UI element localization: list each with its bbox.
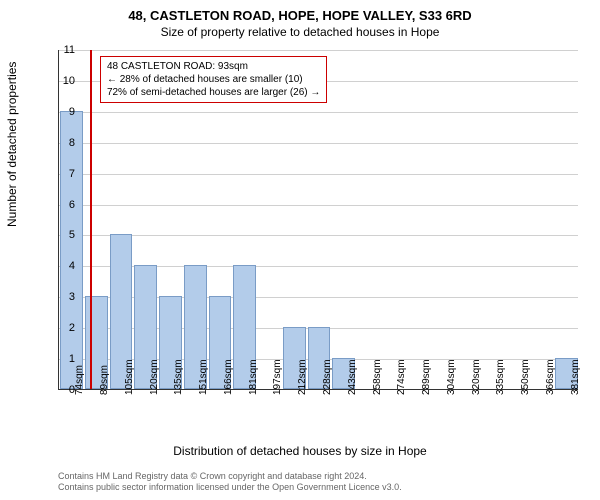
x-tick-label: 74sqm (74, 365, 85, 395)
chart-title-main: 48, CASTLETON ROAD, HOPE, HOPE VALLEY, S… (0, 0, 600, 23)
grid-line (59, 143, 578, 144)
x-tick-label: 135sqm (173, 359, 184, 395)
y-axis-label: Number of detached properties (5, 62, 19, 227)
chart-plot-area: 74sqm89sqm105sqm120sqm135sqm151sqm166sqm… (58, 50, 578, 390)
y-tick-label: 6 (55, 199, 75, 211)
x-tick-label: 212sqm (297, 359, 308, 395)
grid-line (59, 50, 578, 51)
x-tick-label: 89sqm (99, 365, 110, 395)
x-tick-label: 304sqm (446, 359, 457, 395)
x-tick-label: 105sqm (124, 359, 135, 395)
y-tick-label: 9 (55, 106, 75, 118)
y-tick-label: 2 (55, 322, 75, 334)
x-tick-label: 120sqm (149, 359, 160, 395)
x-tick-label: 320sqm (471, 359, 482, 395)
x-tick-label: 258sqm (372, 359, 383, 395)
x-tick-label: 228sqm (322, 359, 333, 395)
x-tick-label: 151sqm (198, 359, 209, 395)
grid-line (59, 235, 578, 236)
annotation-line: 72% of semi-detached houses are larger (… (107, 86, 320, 99)
x-tick-label: 181sqm (248, 359, 259, 395)
histogram-bar (60, 111, 83, 389)
x-tick-label: 289sqm (421, 359, 432, 395)
grid-line (59, 174, 578, 175)
y-tick-label: 11 (55, 44, 75, 56)
x-tick-label: 274sqm (396, 359, 407, 395)
x-tick-label: 381sqm (570, 359, 581, 395)
footer-line-1: Contains HM Land Registry data © Crown c… (58, 471, 402, 483)
annotation-line: ← 28% of detached houses are smaller (10… (107, 73, 320, 86)
chart-title-sub: Size of property relative to detached ho… (0, 23, 600, 39)
y-tick-label: 3 (55, 291, 75, 303)
footer-attribution: Contains HM Land Registry data © Crown c… (58, 471, 402, 494)
y-tick-label: 0 (55, 384, 75, 396)
y-tick-label: 1 (55, 353, 75, 365)
x-tick-label: 335sqm (495, 359, 506, 395)
grid-line (59, 205, 578, 206)
x-tick-label: 366sqm (545, 359, 556, 395)
annotation-line: 48 CASTLETON ROAD: 93sqm (107, 60, 320, 73)
x-tick-label: 350sqm (520, 359, 531, 395)
x-axis-label: Distribution of detached houses by size … (0, 444, 600, 458)
annotation-box: 48 CASTLETON ROAD: 93sqm← 28% of detache… (100, 56, 327, 103)
y-tick-label: 4 (55, 260, 75, 272)
y-tick-label: 10 (55, 75, 75, 87)
x-tick-label: 197sqm (272, 359, 283, 395)
grid-line (59, 112, 578, 113)
x-tick-label: 243sqm (347, 359, 358, 395)
y-tick-label: 8 (55, 137, 75, 149)
y-tick-label: 5 (55, 229, 75, 241)
x-tick-label: 166sqm (223, 359, 234, 395)
reference-line (90, 50, 92, 389)
footer-line-2: Contains public sector information licen… (58, 482, 402, 494)
y-tick-label: 7 (55, 168, 75, 180)
